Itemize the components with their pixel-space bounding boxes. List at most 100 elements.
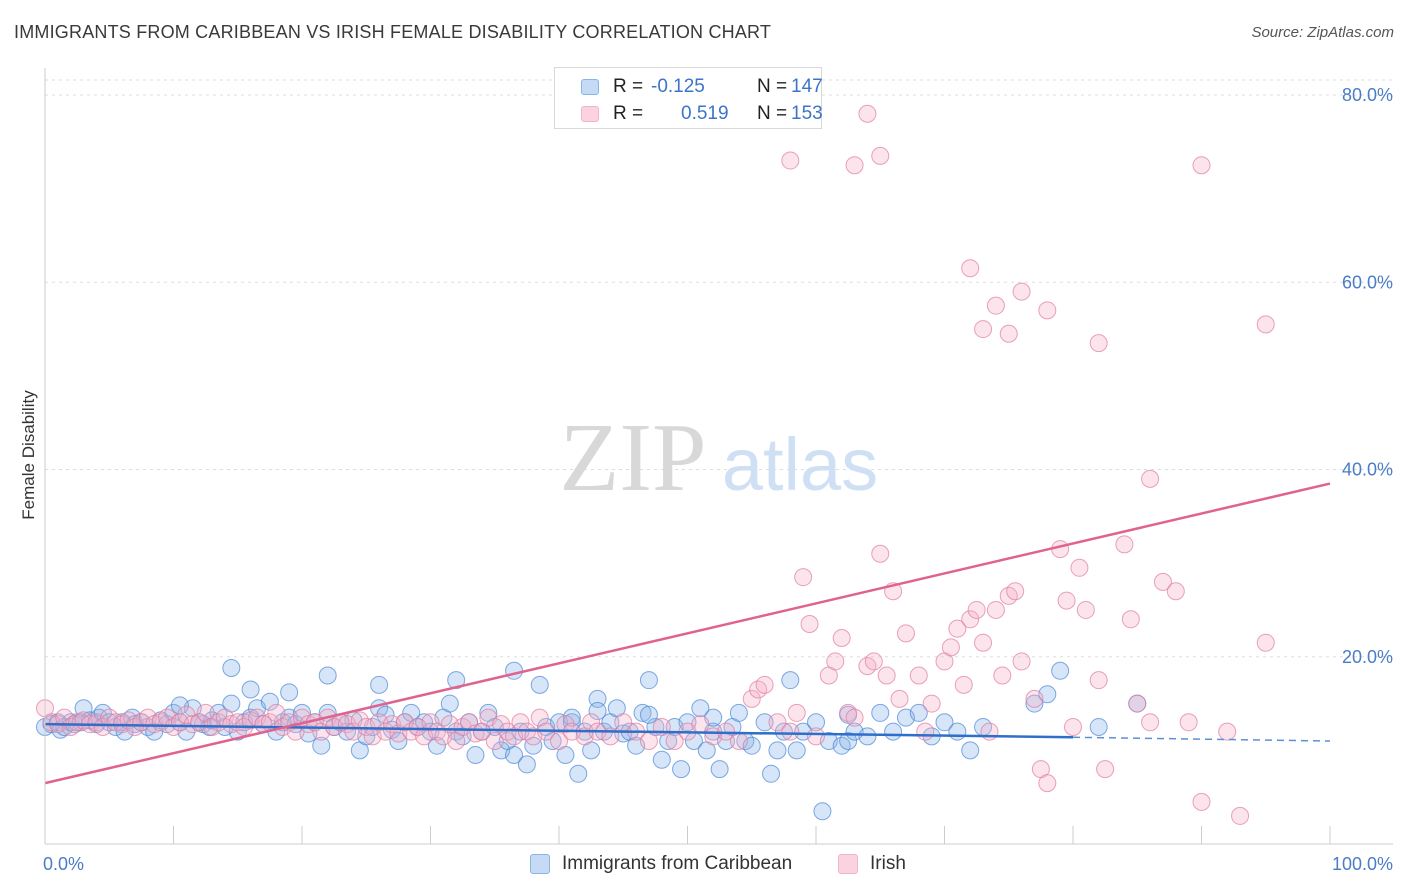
data-point <box>967 600 986 619</box>
axes: 20.0% 40.0% 60.0% 80.0% 0.0% 100.0% <box>43 68 1393 874</box>
irish-legend-swatch <box>838 854 858 874</box>
data-point <box>562 708 581 727</box>
data-point <box>916 722 935 741</box>
data-point <box>941 638 960 657</box>
data-point <box>1096 760 1115 779</box>
data-point <box>974 320 993 339</box>
data-point <box>864 652 883 671</box>
data-point <box>1179 713 1198 732</box>
data-point <box>961 610 980 629</box>
data-point <box>569 764 588 783</box>
data-point <box>1231 806 1250 825</box>
data-point <box>807 713 825 732</box>
data-point <box>826 652 845 671</box>
data-point <box>986 600 1005 619</box>
data-point <box>1038 774 1057 793</box>
trend-line-caribbean <box>44 722 1074 739</box>
data-point <box>909 666 928 685</box>
data-point <box>755 675 774 694</box>
data-point <box>1057 591 1076 610</box>
data-point <box>813 802 832 821</box>
data-point <box>241 680 260 699</box>
data-point <box>447 671 466 690</box>
data-point <box>832 736 851 755</box>
data-point <box>1076 600 1095 619</box>
r-label: R = <box>613 103 644 124</box>
n-label: N = <box>757 103 788 124</box>
data-point <box>492 715 511 734</box>
data-point <box>222 658 241 677</box>
data-point <box>871 544 890 563</box>
data-point <box>800 614 819 633</box>
data-point <box>1256 315 1275 334</box>
y-tick-label: 20.0% <box>1342 647 1393 667</box>
data-point <box>954 675 973 694</box>
data-point <box>845 708 864 727</box>
data-point <box>517 755 536 774</box>
data-point <box>505 661 524 680</box>
trend-line-caribbean-extension <box>1072 736 1331 742</box>
data-point <box>749 680 768 699</box>
data-point <box>948 722 967 741</box>
data-point <box>1153 572 1172 591</box>
data-point <box>672 760 691 779</box>
data-point <box>71 713 90 732</box>
data-point <box>794 568 813 587</box>
data-point <box>742 689 761 708</box>
data-point <box>948 619 967 638</box>
data-point <box>999 324 1018 343</box>
data-point <box>890 689 909 708</box>
data-point <box>768 713 787 732</box>
data-point <box>639 671 658 690</box>
data-point <box>774 722 793 741</box>
stats-legend: R = -0.125 N = 147 R = 0.519 N = 153 <box>554 67 823 129</box>
watermark-atlas: atlas <box>722 423 878 506</box>
trend-line-irish <box>44 482 1331 785</box>
caribbean-swatch <box>581 79 599 95</box>
data-point <box>839 732 858 751</box>
data-point <box>1064 717 1082 736</box>
data-point <box>652 750 671 769</box>
data-point <box>877 666 896 685</box>
data-point <box>115 722 134 741</box>
data-point <box>505 746 524 765</box>
data-point <box>980 722 999 741</box>
data-point <box>986 296 1005 315</box>
data-point <box>1121 610 1140 629</box>
data-point <box>1128 694 1147 713</box>
data-point <box>1070 558 1089 577</box>
data-point <box>807 727 825 746</box>
y-axis-title: Female Disability <box>19 390 38 520</box>
data-point <box>999 586 1018 605</box>
data-point <box>280 683 299 702</box>
data-point <box>293 703 311 722</box>
data-point <box>884 722 903 741</box>
caribbean-legend-label: Immigrants from Caribbean <box>562 853 793 874</box>
data-point <box>858 727 877 746</box>
data-point <box>832 629 851 648</box>
data-point <box>871 146 890 165</box>
data-point <box>588 702 607 721</box>
data-point <box>633 703 652 722</box>
x-tick-label: 0.0% <box>43 854 84 874</box>
data-point <box>839 703 858 722</box>
data-point <box>440 694 459 713</box>
y-tick-label: 60.0% <box>1342 272 1393 292</box>
r-label: R = <box>613 76 644 97</box>
data-point <box>466 746 485 765</box>
data-point <box>1012 652 1031 671</box>
data-point <box>125 717 144 736</box>
irish-legend-label: Irish <box>870 853 906 874</box>
data-point <box>710 760 729 779</box>
data-point <box>550 732 568 751</box>
data-point <box>961 741 980 760</box>
data-point <box>922 694 941 713</box>
chart-title: IMMIGRANTS FROM CARIBBEAN VS IRISH FEMAL… <box>14 22 772 42</box>
data-point <box>1025 689 1044 708</box>
data-point <box>639 705 658 724</box>
data-point <box>427 736 446 755</box>
data-point <box>318 666 337 685</box>
data-point <box>896 624 915 643</box>
data-point <box>260 692 279 711</box>
